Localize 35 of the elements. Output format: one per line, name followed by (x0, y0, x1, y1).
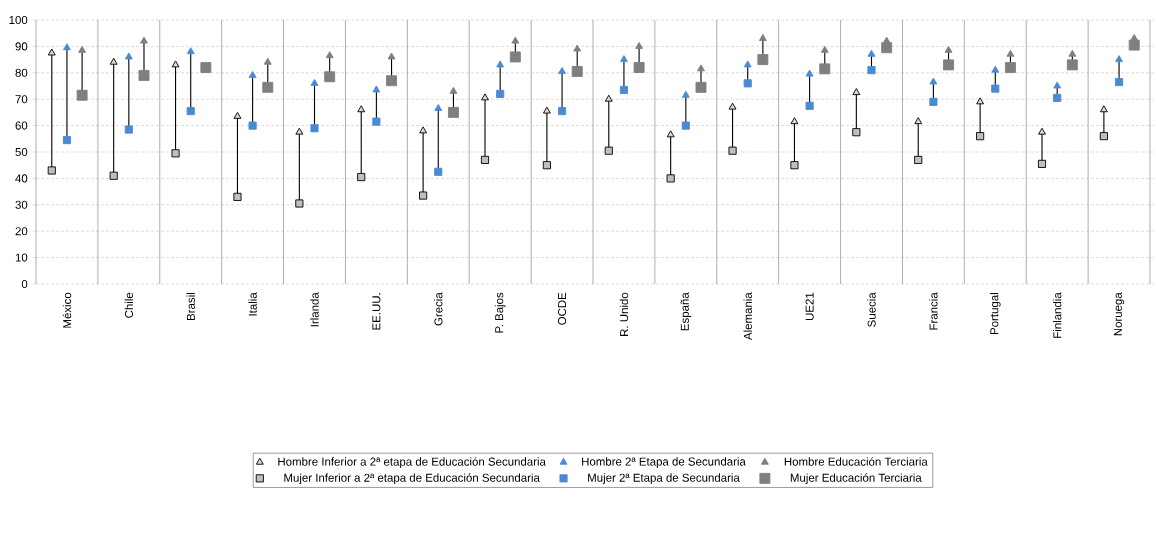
y-tick-label: 60 (15, 121, 28, 130)
x-tick-label: México (62, 292, 72, 328)
y-tick-label: 40 (15, 174, 28, 183)
y-tick-label: 70 (15, 95, 28, 104)
y-tick-label: 30 (15, 200, 28, 209)
y-tick-label: 20 (15, 227, 28, 236)
x-tick-label: Finlandia (1052, 292, 1062, 338)
x-tick-label: OCDE (558, 292, 567, 325)
x-tick-label: España (680, 292, 692, 331)
x-tick-label: Irlanda (310, 292, 319, 327)
x-tick-label: P. Bajos (494, 292, 506, 333)
legend-label: Hombre Educación Terciaria (784, 457, 928, 466)
y-tick-label: 50 (15, 147, 28, 157)
y-tick-label: 90 (15, 42, 28, 51)
x-tick-label: Suecia (867, 292, 876, 327)
x-tick-label: Chile (124, 292, 134, 318)
legend-label: Hombre 2ª Etapa de Secundaria (582, 457, 746, 468)
x-tick-label: Noruega (1113, 292, 1125, 336)
y-tick-label: 0 (21, 279, 28, 289)
x-tick-label: Alemania (743, 292, 752, 341)
x-tick-label: R. Unido (619, 292, 629, 336)
x-tick-label: Brasil (186, 293, 195, 320)
x-tick-label: Italia (248, 292, 257, 316)
legend-label: Mujer Educación Terciaria (790, 473, 922, 485)
x-tick-label: Francia (929, 292, 938, 330)
x-tick-label: Grecia (434, 292, 443, 326)
legend-label: Mujer Inferior a 2ª etapa de Educación Secundaria (284, 473, 540, 485)
x-tick-label: Portugal (989, 293, 1001, 335)
y-tick-label: 100 (9, 15, 28, 25)
x-tick-label: UE21 (805, 292, 814, 321)
y-tick-label: 10 (15, 253, 28, 262)
legend-label: Mujer 2ª Etapa de Secundaria (588, 473, 740, 485)
legend-label: Hombre Inferior a 2ª etapa de Educación Secundaria (278, 457, 546, 468)
x-tick-label: EE.UU. (372, 293, 381, 330)
y-tick-label: 80 (15, 68, 28, 77)
